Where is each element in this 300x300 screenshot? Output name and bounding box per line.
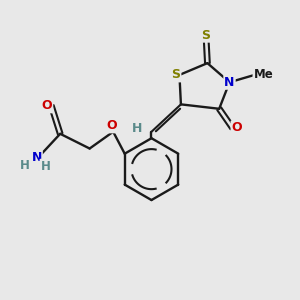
Text: N: N <box>224 76 235 89</box>
Text: O: O <box>106 119 117 132</box>
Text: S: S <box>171 68 180 81</box>
Text: H: H <box>20 159 30 172</box>
Text: N: N <box>32 152 42 164</box>
Text: H: H <box>40 160 50 173</box>
Text: O: O <box>42 99 52 112</box>
Text: H: H <box>132 122 142 135</box>
Text: Me: Me <box>254 68 273 81</box>
Text: S: S <box>201 29 210 42</box>
Text: O: O <box>232 122 242 134</box>
